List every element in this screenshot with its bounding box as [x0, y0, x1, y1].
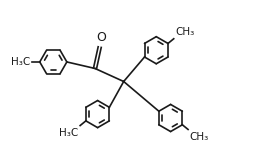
Text: H₃C: H₃C: [59, 128, 79, 138]
Text: CH₃: CH₃: [190, 132, 209, 141]
Text: O: O: [96, 31, 106, 44]
Text: H₃C: H₃C: [11, 57, 31, 67]
Text: CH₃: CH₃: [175, 27, 195, 37]
